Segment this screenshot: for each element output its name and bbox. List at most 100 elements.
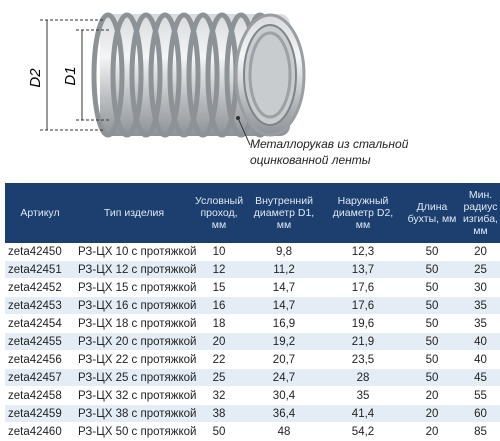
hose-inner — [243, 24, 297, 126]
header-cell: Тип изделия — [75, 183, 193, 243]
table-cell: 20,7 — [245, 350, 323, 369]
table-cell: 11,2 — [245, 260, 323, 279]
table-cell: 35 — [461, 314, 500, 333]
table-cell: 30 — [461, 278, 500, 297]
table-cell: 54,2 — [323, 422, 403, 441]
header-row: Артикул Тип изделия Условный проход, мм Вну… — [5, 183, 500, 243]
hose-illustration: D2 D1 — [27, 12, 306, 146]
leader-dot — [236, 116, 240, 120]
hose-ring — [110, 12, 144, 138]
table-cell: 20 — [403, 386, 461, 405]
table-cell: 25 — [193, 368, 245, 387]
table-cell: 14,7 — [245, 296, 323, 315]
table-cell: РЗ-ЦХ 10 с протяжкой — [75, 243, 196, 261]
table-cell: 50 — [403, 278, 461, 297]
header-cell: Условный проход, мм — [193, 183, 245, 243]
table-cell: РЗ-ЦХ 20 с протяжкой — [75, 332, 196, 351]
table-cell: 16 — [193, 296, 245, 315]
table-cell: РЗ-ЦХ 12 с протяжкой — [75, 260, 196, 279]
table-cell: 35 — [323, 386, 403, 405]
table-cell: 19,2 — [245, 332, 323, 351]
table-cell: 20 — [193, 332, 245, 351]
table-cell: РЗ-ЦХ 22 с протяжкой — [75, 350, 196, 369]
table-cell: РЗ-ЦХ 38 с протяжкой — [75, 404, 196, 423]
d2-label: D2 — [27, 68, 44, 88]
table-cell: 23,5 — [323, 350, 403, 369]
table-cell: zeta42460 — [5, 422, 75, 441]
table-cell: zeta42457 — [5, 368, 75, 387]
d1-label: D1 — [62, 66, 79, 85]
table-cell: 50 — [403, 368, 461, 387]
table-cell: 50 — [193, 422, 245, 441]
table-cell: 20 — [403, 422, 461, 441]
hose-ring — [148, 12, 182, 138]
table-cell: 50 — [403, 243, 461, 261]
spec-table: Артикул Тип изделия Условный проход, мм Вну… — [5, 183, 500, 441]
table-cell: 21,9 — [323, 332, 403, 351]
table-cell: 10 — [193, 243, 245, 261]
header-cell: Наружный диаметр D2, мм — [323, 183, 403, 243]
hose-inner-ring — [248, 31, 292, 119]
caption-line: оцинкованной ленты — [250, 153, 371, 167]
table-cell: 48 — [245, 422, 323, 441]
table-cell: zeta42458 — [5, 386, 75, 405]
table-row: zeta42454 РЗ-ЦХ 18 с протяжкой 18 16,9 19,6 5… — [5, 314, 500, 333]
table-cell: 85 — [461, 422, 500, 441]
table-cell: 18 — [193, 314, 245, 333]
table-cell: 36,4 — [245, 404, 323, 423]
caption-line: Металлорукав из стальной — [250, 137, 409, 151]
dimension-lines — [40, 19, 251, 146]
table-cell: 28 — [323, 368, 403, 387]
table-cell: РЗ-ЦХ 18 с протяжкой — [75, 314, 196, 333]
table-cell: 32 — [193, 386, 245, 405]
table-cell: 14,7 — [245, 278, 323, 297]
table-cell: РЗ-ЦХ 32 с протяжкой — [75, 386, 196, 405]
table-cell: РЗ-ЦХ 50 с протяжкой — [75, 422, 196, 441]
table-cell: 25 — [461, 260, 500, 279]
caption: Металлорукав из стальной оцинкованной лен… — [250, 136, 408, 168]
table-row: zeta42453 РЗ-ЦХ 16 с протяжкой 16 14,7 17,6 5… — [5, 296, 500, 315]
table-cell: 17,6 — [323, 296, 403, 315]
table-cell: 40 — [461, 332, 500, 351]
header-cell: Длина бухты, мм — [403, 183, 461, 243]
table-row: zeta42456 РЗ-ЦХ 22 с протяжкой 22 20,7 23,5 5… — [5, 350, 500, 369]
table-cell: 22 — [193, 350, 245, 369]
hose-ring — [167, 12, 201, 138]
table-cell: 50 — [403, 314, 461, 333]
table-cell: zeta42451 — [5, 260, 75, 279]
table-cell: 35 — [461, 296, 500, 315]
table-cell: 60 — [461, 404, 500, 423]
table-cell: zeta42453 — [5, 296, 75, 315]
table-cell: 16,9 — [245, 314, 323, 333]
hose-ring — [91, 12, 125, 138]
header-cell: Артикул — [5, 183, 75, 243]
table-row: zeta42459 РЗ-ЦХ 38 с протяжкой 38 36,4 41,4 2… — [5, 404, 500, 423]
table-row: zeta42450 РЗ-ЦХ 10 с протяжкой 10 9,8 12,3 50… — [5, 243, 500, 261]
table-cell: 50 — [403, 260, 461, 279]
table-cell: 15 — [193, 278, 245, 297]
table-cell: 30,4 — [245, 386, 323, 405]
table-cell: 50 — [403, 296, 461, 315]
table-row: zeta42460 РЗ-ЦХ 50 с протяжкой 50 48 54,2 20 8… — [5, 422, 500, 441]
table-cell: zeta42456 — [5, 350, 75, 369]
header-cell: Мин. радиус изгиба, мм — [461, 183, 500, 243]
table-cell: zeta42450 — [5, 243, 75, 261]
table-cell: РЗ-ЦХ 15 с протяжкой — [75, 278, 196, 297]
hose-ring — [129, 12, 163, 138]
table-cell: zeta42459 — [5, 404, 75, 423]
table-cell: 38 — [193, 404, 245, 423]
hose-ring — [186, 12, 220, 138]
table-cell: 20 — [461, 243, 500, 261]
table-body: zeta42450 РЗ-ЦХ 10 с протяжкой 10 9,8 12,3 50… — [5, 243, 500, 441]
table-row: zeta42457 РЗ-ЦХ 25 с протяжкой 25 24,7 28 50 4… — [5, 368, 500, 387]
table-row: zeta42451 РЗ-ЦХ 12 с протяжкой 12 11,2 13,7 5… — [5, 260, 500, 279]
table-row: zeta42452 РЗ-ЦХ 15 с протяжкой 15 14,7 17,6 5… — [5, 278, 500, 297]
table-row: zeta42458 РЗ-ЦХ 32 с протяжкой 32 30,4 35 20 5… — [5, 386, 500, 405]
table-cell: 24,7 — [245, 368, 323, 387]
table-row: zeta42455 РЗ-ЦХ 20 с протяжкой 20 19,2 21,9 5… — [5, 332, 500, 351]
table-cell: 50 — [403, 350, 461, 369]
table-cell: 45 — [461, 368, 500, 387]
table-cell: 20 — [403, 404, 461, 423]
table-cell: 13,7 — [323, 260, 403, 279]
